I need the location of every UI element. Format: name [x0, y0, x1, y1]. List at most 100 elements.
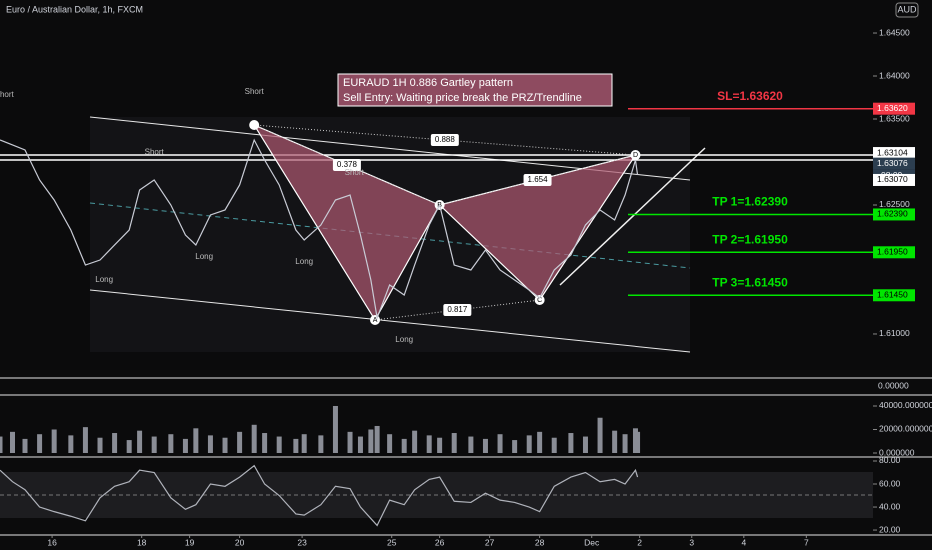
- signal-label: Short: [0, 90, 15, 99]
- volume-bar: [635, 431, 641, 453]
- pattern-point: [249, 120, 260, 131]
- volume-bar: [426, 435, 432, 453]
- note-line: EURAUD 1H 0.886 Gartley pattern: [343, 77, 513, 89]
- volume-bar: [262, 433, 268, 453]
- volume-bar: [357, 436, 363, 453]
- volume-bar: [582, 436, 588, 453]
- volume-bar: [222, 437, 228, 453]
- volume-bar: [568, 433, 574, 453]
- level-label: TP 3=1.61450: [712, 275, 788, 289]
- x-tick-label: 26: [435, 537, 445, 547]
- pattern-point-label: A: [373, 317, 378, 324]
- y-tick-label: 1.63500: [879, 113, 910, 123]
- axis-tag-label: 1.61450: [877, 290, 908, 300]
- price-tag-label: 1.63070: [877, 174, 908, 184]
- volume-bar: [401, 438, 407, 453]
- volume-bar: [126, 440, 132, 453]
- volume-bar: [97, 437, 103, 453]
- pattern-point-label: C: [537, 297, 542, 304]
- x-tick-label: 25: [387, 537, 397, 547]
- price-tag: [873, 147, 915, 160]
- note-line: Sell Entry: Waiting price break the PRZ/…: [343, 92, 582, 104]
- volume-bar: [207, 435, 213, 453]
- volume-bar: [193, 428, 199, 453]
- note-box: [337, 73, 613, 107]
- volume-bar: [22, 438, 28, 453]
- axis-tag: [873, 289, 915, 302]
- level-label: TP 2=1.61950: [712, 232, 788, 246]
- x-tick-label: 2: [637, 537, 642, 547]
- pattern-point: [534, 295, 545, 306]
- x-tick-label: 4: [741, 537, 746, 547]
- currency-box: [895, 2, 919, 18]
- level-label: SL=1.63620: [717, 89, 783, 103]
- ratio-box: [443, 303, 472, 316]
- y-tick-label: 0.000000: [879, 447, 915, 457]
- volume-bar: [68, 435, 74, 453]
- y-tick-label: 60.00: [879, 478, 901, 488]
- x-tick-label: 18: [137, 537, 147, 547]
- x-tick-label: 3: [689, 537, 694, 547]
- volume-bar: [293, 438, 299, 453]
- ratio-label: 0.888: [435, 135, 456, 144]
- y-tick-label: 1.64000: [879, 70, 910, 80]
- volume-bar: [151, 436, 157, 453]
- ratio-box: [430, 134, 459, 147]
- price-tag: [873, 157, 915, 170]
- volume-bar: [276, 436, 282, 453]
- volume-bar: [512, 440, 518, 453]
- signal-label: Long: [195, 252, 213, 261]
- volume-bar: [526, 435, 532, 453]
- x-tick-label: Dec: [584, 537, 600, 547]
- axis-tag-label: 1.63620: [877, 103, 908, 113]
- ratio-label: 0.817: [447, 305, 468, 314]
- channel-bottom: [89, 289, 691, 353]
- volume-bar: [622, 434, 628, 453]
- pattern-point: [630, 150, 641, 161]
- volume-bar: [251, 424, 257, 453]
- volume-bar: [482, 438, 488, 453]
- ratio-box: [332, 159, 361, 172]
- volume-bar: [301, 434, 307, 453]
- price-tag-label: 1.63104: [877, 147, 908, 157]
- volume-bar: [51, 429, 57, 453]
- x-tick-label: 28: [535, 537, 545, 547]
- ratio-line: [374, 299, 540, 321]
- volume-bar: [0, 436, 3, 453]
- signal-label: Long: [95, 275, 113, 284]
- volume-bar: [497, 434, 503, 453]
- ratio-line: [254, 124, 636, 156]
- y-tick-label: 40000.000000: [879, 400, 932, 410]
- signal-label: Short: [145, 148, 165, 157]
- volume-bar: [612, 430, 618, 453]
- volume-bar: [368, 429, 374, 453]
- volume-bar: [437, 437, 443, 453]
- volume-bar: [168, 434, 174, 453]
- y-tick-label: 80.00: [879, 455, 901, 465]
- ratio-box: [523, 174, 552, 187]
- y-tick-label: 40.00: [879, 501, 901, 511]
- plot: 1.64500 1.64000 1.63500 1.62500 1.61000 0.378…: [0, 27, 932, 547]
- ratio-line: [253, 124, 440, 206]
- axis-tag-label: 1.61950: [877, 247, 908, 257]
- volume-bar: [347, 431, 353, 453]
- y-tick-label: 1.64500: [879, 27, 910, 37]
- x-tick-label: 23: [297, 537, 307, 547]
- price-axis: [873, 0, 932, 550]
- volume-bar: [137, 430, 143, 453]
- pane-label: 0.00000: [878, 380, 909, 390]
- axis-tag-label: 1.62390: [877, 209, 908, 219]
- y-tick-label: 1.62500: [879, 199, 910, 209]
- volume-bar: [374, 425, 380, 453]
- volume-bar: [112, 433, 118, 453]
- x-tick-label: 16: [47, 537, 57, 547]
- volume-bar: [82, 427, 88, 453]
- volume-bar: [332, 405, 338, 453]
- x-tick-label: 19: [185, 537, 195, 547]
- y-tick-label: 1.61000: [879, 328, 910, 338]
- ratio-label: 0.378: [337, 160, 358, 169]
- volume-bar: [237, 431, 243, 453]
- signal-label: Short: [345, 168, 365, 177]
- volume-bar: [451, 433, 457, 453]
